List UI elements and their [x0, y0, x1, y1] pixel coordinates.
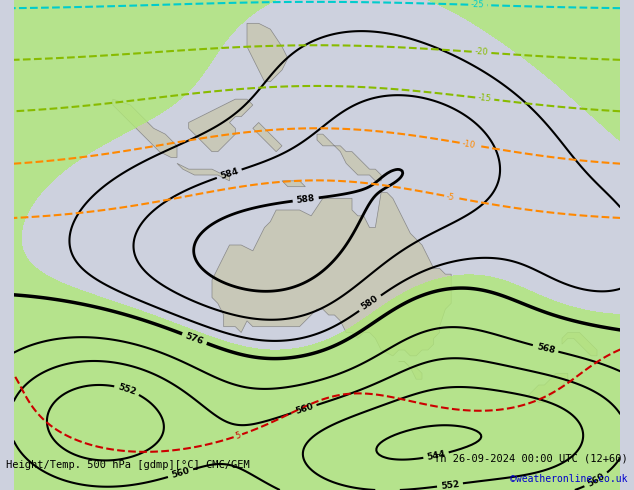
Text: 544: 544 [426, 449, 446, 462]
Polygon shape [527, 373, 568, 402]
Polygon shape [189, 99, 253, 152]
Text: -5: -5 [446, 192, 455, 202]
Text: 568: 568 [536, 342, 556, 355]
Text: 560: 560 [586, 472, 607, 489]
Polygon shape [253, 122, 282, 152]
Text: -20: -20 [474, 48, 488, 57]
Polygon shape [399, 362, 422, 379]
Text: Th 26-09-2024 00:00 UTC (12+60): Th 26-09-2024 00:00 UTC (12+60) [434, 453, 628, 463]
Text: -15: -15 [477, 94, 492, 104]
Text: 588: 588 [296, 194, 316, 205]
Polygon shape [282, 181, 306, 187]
Text: 552: 552 [440, 479, 460, 490]
Text: ©weatheronline.co.uk: ©weatheronline.co.uk [510, 474, 628, 484]
Polygon shape [317, 134, 381, 181]
Text: -25: -25 [471, 0, 484, 10]
Text: 584: 584 [219, 167, 240, 181]
Text: -10: -10 [462, 139, 477, 150]
Polygon shape [113, 99, 177, 157]
Text: 552: 552 [117, 382, 137, 397]
Text: 576: 576 [184, 331, 205, 346]
Polygon shape [177, 163, 230, 181]
Polygon shape [247, 24, 288, 82]
Polygon shape [562, 333, 597, 356]
Text: 580: 580 [359, 294, 380, 312]
Text: Height/Temp. 500 hPa [gdmp][°C] CMC/GEM: Height/Temp. 500 hPa [gdmp][°C] CMC/GEM [6, 461, 250, 470]
Polygon shape [212, 193, 451, 356]
Text: 5: 5 [234, 431, 242, 441]
Text: 560: 560 [294, 402, 314, 416]
Text: 560: 560 [171, 466, 191, 480]
